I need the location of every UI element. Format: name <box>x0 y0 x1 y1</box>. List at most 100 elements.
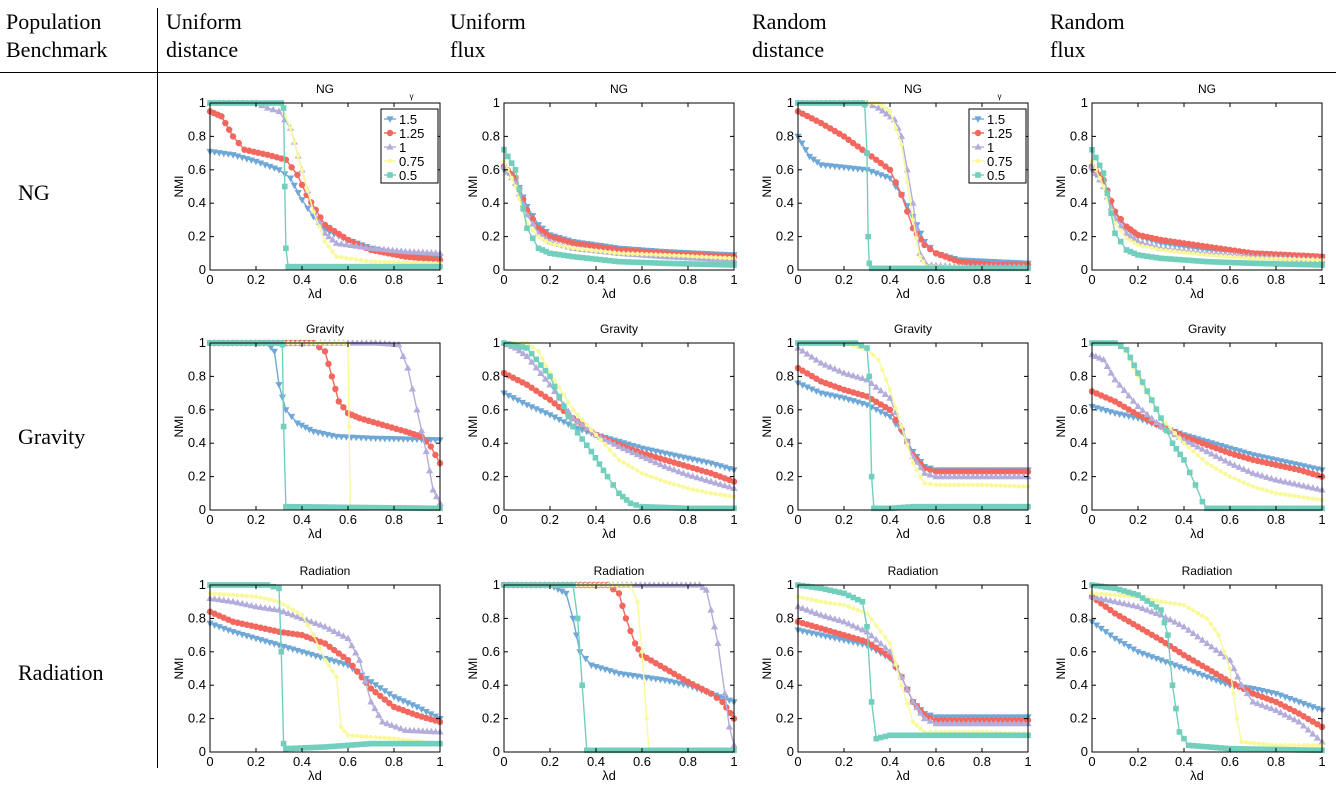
x-tick-label: 1 <box>730 512 737 527</box>
data-point <box>1016 265 1022 272</box>
data-point <box>396 260 401 265</box>
data-point <box>955 472 963 480</box>
data-point <box>289 611 297 618</box>
data-point <box>914 265 921 272</box>
data-point <box>386 700 393 707</box>
data-point <box>644 472 649 478</box>
data-point <box>808 386 816 393</box>
data-point <box>338 724 344 730</box>
data-point <box>846 604 851 609</box>
legend-label: 0.75 <box>987 154 1012 169</box>
data-point <box>1241 255 1247 260</box>
data-point <box>1300 261 1307 268</box>
data-point <box>505 153 511 160</box>
data-point <box>899 683 904 688</box>
data-point <box>1255 485 1260 491</box>
data-point <box>266 604 274 612</box>
data-point <box>960 265 967 272</box>
data-point <box>431 713 439 721</box>
data-point <box>1217 454 1225 462</box>
series-line <box>504 584 735 719</box>
data-point <box>979 732 985 739</box>
data-point <box>280 740 287 747</box>
x-tick-label: 0.8 <box>385 512 403 527</box>
data-point <box>699 489 704 494</box>
data-point <box>937 503 944 510</box>
y-tick-label: 0 <box>1081 744 1088 759</box>
data-point <box>1097 625 1105 633</box>
y-tick-label: 0.8 <box>1070 128 1088 143</box>
data-point <box>886 175 894 182</box>
data-point <box>566 245 571 250</box>
y-tick-label: 0.8 <box>776 610 794 625</box>
data-point <box>1199 743 1206 750</box>
data-point <box>882 110 891 117</box>
data-point <box>574 254 581 260</box>
data-point <box>362 504 369 511</box>
x-axis-label: λd <box>602 526 616 541</box>
data-point <box>1157 636 1165 644</box>
data-point <box>278 394 287 402</box>
data-point <box>1247 740 1253 746</box>
x-tick-label: 0.6 <box>927 272 945 287</box>
data-point <box>1290 480 1298 487</box>
x-tick-label: 0.8 <box>679 512 697 527</box>
data-point <box>1171 618 1179 625</box>
legend-marker <box>974 116 982 123</box>
data-point <box>874 104 883 111</box>
data-point <box>1002 483 1008 488</box>
data-point <box>653 260 659 266</box>
data-point <box>1103 584 1109 590</box>
data-point <box>684 471 692 478</box>
data-point <box>840 617 848 625</box>
data-point <box>616 457 622 463</box>
data-point <box>905 265 912 272</box>
data-point <box>1277 477 1285 484</box>
y-axis-label: NMI <box>466 416 480 438</box>
data-point <box>1163 600 1168 605</box>
data-point <box>249 594 254 599</box>
data-point <box>344 255 349 261</box>
data-point <box>1149 245 1155 251</box>
data-point <box>305 188 310 193</box>
data-point <box>639 471 645 476</box>
data-point <box>873 265 879 272</box>
x-tick-label: 0.4 <box>587 272 605 287</box>
data-point <box>1241 480 1247 485</box>
data-point <box>882 733 889 740</box>
data-point <box>359 734 364 739</box>
data-point <box>708 254 714 260</box>
data-point <box>270 348 278 356</box>
data-point <box>574 429 581 436</box>
data-point <box>340 653 347 661</box>
series-line <box>504 584 734 751</box>
data-point <box>854 143 861 150</box>
data-point <box>875 505 881 512</box>
y-tick-label: 0.6 <box>482 402 500 417</box>
data-point <box>1191 449 1196 454</box>
data-point <box>1186 469 1193 476</box>
data-point <box>845 370 853 377</box>
data-point <box>886 648 894 655</box>
data-point <box>349 263 356 270</box>
data-point <box>589 248 594 253</box>
data-point <box>1173 705 1179 712</box>
data-point <box>423 740 429 747</box>
series-line <box>797 606 1028 725</box>
data-point <box>612 250 617 255</box>
data-point <box>280 423 287 430</box>
data-point <box>918 726 923 731</box>
data-point <box>413 436 421 444</box>
data-point <box>235 139 242 147</box>
data-point <box>405 740 411 747</box>
data-point <box>849 371 857 379</box>
data-point <box>541 375 549 382</box>
data-point <box>978 472 986 480</box>
data-point <box>505 341 512 347</box>
data-point <box>1267 474 1275 482</box>
legend-marker <box>387 158 393 164</box>
data-point <box>1131 362 1137 369</box>
data-point <box>1282 261 1288 267</box>
y-tick-label: 1 <box>787 335 794 350</box>
